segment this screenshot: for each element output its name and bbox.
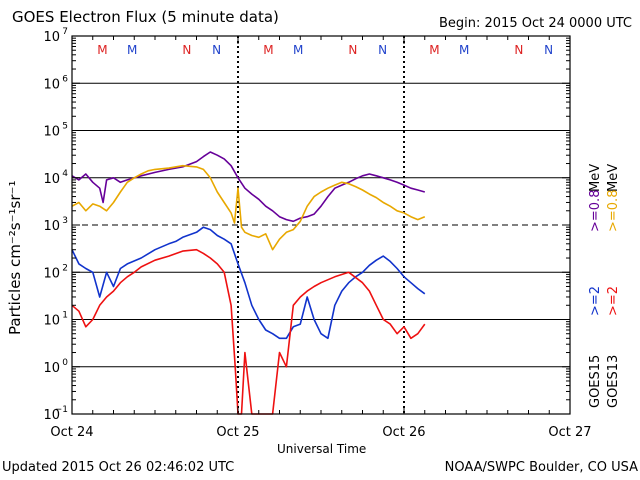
series-line-2 (71, 226, 426, 340)
series-line-0 (71, 151, 426, 223)
local-time-marker: N (348, 43, 357, 57)
y-tick-exponent: 0 (62, 358, 68, 368)
y-tick-label: 10 (43, 266, 60, 281)
local-time-marker: N (182, 43, 191, 57)
y-tick-exponent: −1 (55, 405, 68, 415)
legend-goes13: GOES13 (606, 354, 621, 408)
y-tick-exponent: 6 (62, 74, 68, 84)
local-time-marker: N (544, 43, 553, 57)
x-tick-label: Oct 26 (382, 425, 425, 440)
local-time-marker: M (263, 43, 273, 57)
local-time-marker: M (429, 43, 439, 57)
y-tick-exponent: 7 (62, 27, 68, 37)
y-tick-label: 10 (43, 314, 60, 329)
legend-unit-0: MeV (588, 163, 603, 192)
local-time-marker: M (97, 43, 107, 57)
y-axis-label: Particles cm⁻²s⁻¹sr⁻¹ (6, 180, 24, 335)
chart-title: GOES Electron Flux (5 minute data) (12, 8, 279, 26)
x-tick-label: Oct 27 (548, 425, 591, 440)
legend-ge2-goes13: >=2 (606, 285, 621, 316)
y-tick-exponent: 1 (62, 311, 68, 321)
y-tick-label: 10 (43, 77, 60, 92)
y-tick-label: 10 (43, 125, 60, 140)
legend-unit-1: MeV (606, 163, 621, 192)
x-tick-label: Oct 25 (216, 425, 259, 440)
x-axis-label: Universal Time (277, 442, 367, 456)
local-time-marker: M (459, 43, 469, 57)
local-time-marker: N (212, 43, 221, 57)
y-tick-exponent: 2 (62, 263, 68, 273)
legend-ge08-goes13: >=0.8 (606, 189, 621, 232)
y-tick-exponent: 5 (62, 122, 68, 132)
y-tick-label: 10 (43, 408, 60, 423)
legend-goes15: GOES15 (588, 354, 603, 408)
credit-text: NOAA/SWPC Boulder, CO USA (444, 460, 638, 475)
series-line-3 (71, 248, 426, 415)
y-tick-exponent: 3 (62, 216, 68, 226)
local-time-marker: N (514, 43, 523, 57)
y-tick-exponent: 4 (62, 169, 68, 179)
legend-ge2-goes15: >=2 (588, 285, 603, 316)
local-time-marker: N (378, 43, 387, 57)
series-line-1 (71, 164, 426, 251)
y-tick-label: 10 (43, 172, 60, 187)
legend-ge08-goes15: >=0.8 (588, 189, 603, 232)
y-tick-label: 10 (43, 219, 60, 234)
local-time-marker: M (293, 43, 303, 57)
local-time-marker: M (127, 43, 137, 57)
y-tick-label: 10 (43, 30, 60, 45)
updated-timestamp: Updated 2015 Oct 26 02:46:02 UTC (2, 460, 235, 475)
y-tick-label: 10 (43, 361, 60, 376)
x-tick-label: Oct 24 (50, 425, 93, 440)
begin-time: Begin: 2015 Oct 24 0000 UTC (438, 16, 632, 31)
